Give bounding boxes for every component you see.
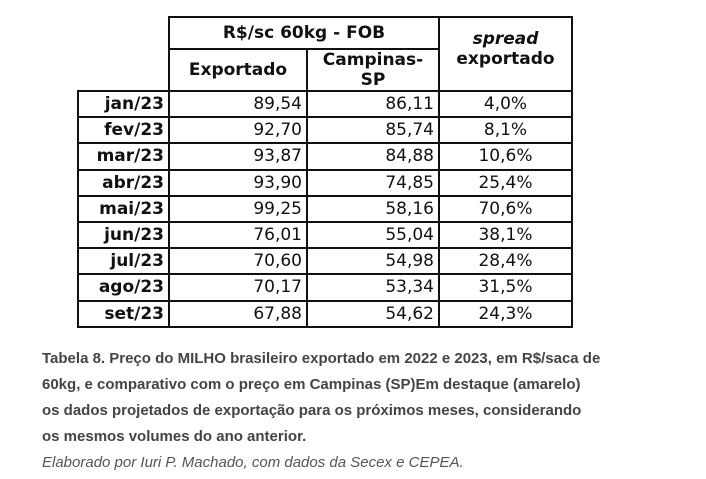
campinas-cell: 86,11 — [306, 89, 440, 119]
caption-source: Elaborado por Iuri P. Machado, com dados… — [42, 454, 464, 471]
spread-cell: 10,6% — [438, 142, 573, 171]
month-cell: mai/23 — [77, 194, 170, 223]
table-row: mar/23 93,87 84,88 10,6% — [77, 142, 573, 171]
exportado-cell: 70,60 — [168, 247, 308, 276]
month-cell: ago/23 — [77, 273, 170, 302]
campinas-cell: 54,98 — [306, 247, 440, 276]
campinas-cell: 54,62 — [306, 299, 440, 328]
month-cell: jun/23 — [77, 220, 170, 250]
spread-cell: 70,6% — [438, 194, 573, 223]
exportado-cell: 93,87 — [168, 142, 308, 171]
table-row: ago/23 70,17 53,34 31,5% — [77, 273, 573, 302]
header-spread-2: exportado — [438, 49, 573, 92]
campinas-cell: 53,34 — [306, 273, 440, 302]
exportado-cell: 67,88 — [168, 299, 308, 328]
table-row: jun/23 76,01 55,04 38,1% — [77, 220, 573, 250]
header-campinas: Campinas-SP — [306, 48, 440, 92]
header-group: R$/sc 60kg - FOB — [168, 16, 440, 50]
month-cell: set/23 — [77, 299, 170, 328]
price-table: R$/sc 60kg - FOB spread Exportado Campin… — [77, 16, 573, 328]
campinas-cell: 74,85 — [306, 168, 440, 197]
spread-cell: 28,4% — [438, 247, 573, 276]
table-row: mai/23 99,25 58,16 70,6% — [77, 194, 573, 223]
exportado-cell: 76,01 — [168, 220, 308, 250]
table-row: fev/23 92,70 85,74 8,1% — [77, 116, 573, 145]
spread-cell: 24,3% — [438, 299, 573, 328]
table-row: abr/23 93,90 74,85 25,4% — [77, 168, 573, 197]
month-cell: fev/23 — [77, 116, 170, 145]
campinas-cell: 84,88 — [306, 142, 440, 171]
campinas-cell: 85,74 — [306, 116, 440, 145]
header-exportado: Exportado — [168, 48, 308, 92]
header-row-2: Exportado Campinas-SP exportado — [78, 48, 573, 92]
exportado-cell: 89,54 — [168, 89, 308, 119]
spread-cell: 4,0% — [438, 89, 573, 119]
spread-cell: 25,4% — [438, 168, 573, 197]
exportado-cell: 70,17 — [168, 273, 308, 302]
table-row: set/23 67,88 54,62 24,3% — [77, 299, 573, 328]
spread-cell: 8,1% — [438, 116, 573, 145]
campinas-cell: 55,04 — [306, 220, 440, 250]
campinas-cell: 58,16 — [306, 194, 440, 223]
header-spread-1: spread — [438, 16, 573, 49]
table-row: jul/23 70,60 54,98 28,4% — [77, 247, 573, 276]
caption-title: Tabela 8. Preço do MILHO brasileiro expo… — [42, 350, 601, 445]
header-row-1: R$/sc 60kg - FOB spread — [78, 16, 573, 92]
month-cell: mar/23 — [77, 142, 170, 171]
blank-corner — [78, 17, 169, 92]
table-row: jan/23 89,54 86,11 4,0% — [77, 89, 573, 119]
exportado-cell: 92,70 — [168, 116, 308, 145]
month-cell: jul/23 — [77, 247, 170, 276]
month-cell: abr/23 — [77, 168, 170, 197]
table-caption: Tabela 8. Preço do MILHO brasileiro expo… — [42, 346, 602, 476]
exportado-cell: 93,90 — [168, 168, 308, 197]
spread-cell: 38,1% — [438, 220, 573, 250]
month-cell: jan/23 — [77, 89, 170, 119]
exportado-cell: 99,25 — [168, 194, 308, 223]
spread-cell: 31,5% — [438, 273, 573, 302]
